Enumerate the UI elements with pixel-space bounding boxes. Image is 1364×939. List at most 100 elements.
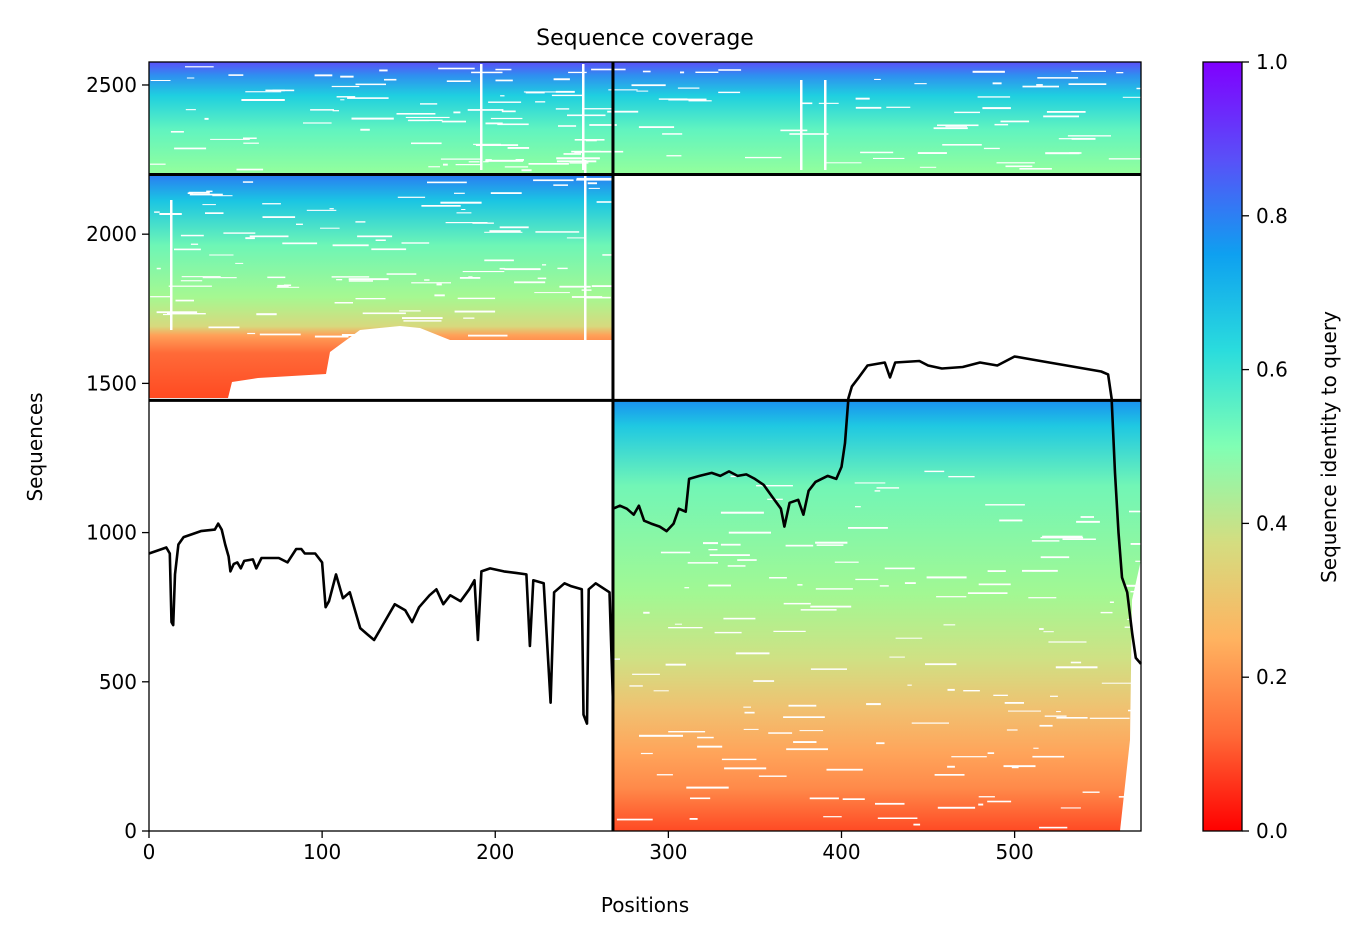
coverage-gap (212, 195, 233, 197)
coverage-gap (668, 627, 703, 629)
coverage-gap (1033, 747, 1039, 749)
coverage-gap (331, 85, 360, 88)
coverage-gap (1109, 601, 1114, 603)
coverage-gap (703, 542, 718, 545)
coverage-gap (1036, 84, 1043, 86)
colorbar-label: Sequence identity to query (1317, 311, 1341, 583)
coverage-gap (1022, 569, 1058, 572)
coverage-gap (555, 108, 570, 110)
coverage-gap (150, 80, 171, 81)
coverage-gap (587, 182, 597, 185)
coverage-gap (174, 248, 201, 251)
coverage-gap (454, 192, 465, 194)
coverage-gap (999, 519, 1023, 522)
coverage-gap (459, 277, 481, 279)
chart-title: Sequence coverage (536, 26, 754, 51)
coverage-gap (1055, 666, 1098, 669)
coverage-gap (977, 96, 1011, 98)
coverage-gap (855, 506, 861, 508)
coverage-gap (780, 129, 808, 132)
x-tick-label: 100 (303, 840, 341, 864)
coverage-gap (1039, 826, 1068, 829)
coverage-gap (495, 68, 512, 71)
coverage-gap (855, 106, 882, 109)
coverage-gap (1080, 516, 1094, 518)
coverage-gap (202, 204, 216, 206)
coverage-gap (420, 103, 438, 105)
coverage-gap (1067, 135, 1111, 137)
coverage-gap (202, 277, 237, 279)
coverage-gap (913, 823, 921, 826)
coverage-gap (743, 728, 759, 730)
coverage-gap (1000, 120, 1030, 123)
coverage-gap (167, 313, 206, 315)
coverage-gap (1040, 556, 1070, 559)
coverage-gap (658, 98, 688, 100)
coverage-gap (576, 179, 617, 181)
coverage-gap (783, 602, 811, 605)
coverage-gap (1071, 70, 1106, 72)
coverage-gap (688, 100, 712, 102)
coverage-gap-vertical (582, 64, 585, 170)
coverage-gap (810, 605, 852, 608)
coverage-gap (1089, 717, 1130, 719)
coverage-gap (1043, 115, 1079, 118)
coverage-gap (360, 128, 370, 131)
coverage-gap (866, 703, 881, 706)
coverage-gap (1122, 96, 1141, 98)
coverage-gap (797, 584, 803, 586)
coverage-gap (686, 786, 729, 789)
coverage-gap (788, 704, 817, 707)
x-tick-label: 200 (476, 840, 514, 864)
coverage-gap (793, 741, 817, 743)
coverage-gap (1006, 729, 1018, 731)
coverage-gap (834, 561, 859, 563)
coverage-line (148, 355, 1142, 725)
coverage-gap (967, 592, 1008, 594)
coverage-gap (467, 109, 504, 111)
coverage-gap (205, 212, 224, 214)
coverage-gap (499, 226, 529, 229)
coverage-gap (596, 201, 622, 203)
coverage-gap (533, 179, 574, 182)
coverage-gap (815, 541, 848, 544)
coverage-gap (728, 531, 771, 534)
coverage-gap (608, 89, 638, 91)
coverage-gap (826, 768, 863, 771)
coverage-gap (823, 816, 842, 818)
coverage-gap (228, 74, 244, 76)
coverage-gap (662, 133, 683, 135)
coverage-gap (1004, 702, 1024, 704)
coverage-gap (799, 730, 824, 732)
coverage-gap (653, 690, 669, 692)
coverage-gap (602, 254, 618, 256)
coverage-gap (1124, 626, 1141, 628)
coverage-gap (987, 570, 1006, 572)
coverage-gap (402, 317, 443, 319)
coverage-gap (206, 190, 213, 193)
coverage-gap (773, 630, 806, 632)
coverage-gap (689, 818, 698, 820)
coverage-gap (1031, 540, 1060, 542)
coverage-gap (495, 79, 513, 82)
coverage-gap (642, 70, 651, 73)
coverage-gap (175, 299, 194, 302)
coverage-gap (987, 800, 1012, 803)
coverage-gap (277, 284, 289, 287)
coverage-gap (1050, 695, 1058, 697)
coverage-gap (942, 144, 982, 146)
coverage-gap (185, 109, 196, 111)
coverage-gap-vertical (584, 160, 587, 340)
coverage-gap (668, 731, 706, 733)
coverage-gap (551, 94, 584, 97)
coverage-gap (983, 147, 1000, 150)
coverage-gap (1043, 631, 1054, 633)
coverage-gap (818, 102, 839, 104)
coverage-gap-vertical (824, 80, 827, 170)
coverage-gap (500, 95, 505, 97)
coverage-gap (873, 157, 905, 159)
coverage-gap (563, 153, 581, 155)
coverage-gap (963, 690, 980, 692)
coverage-gap (1108, 158, 1141, 160)
